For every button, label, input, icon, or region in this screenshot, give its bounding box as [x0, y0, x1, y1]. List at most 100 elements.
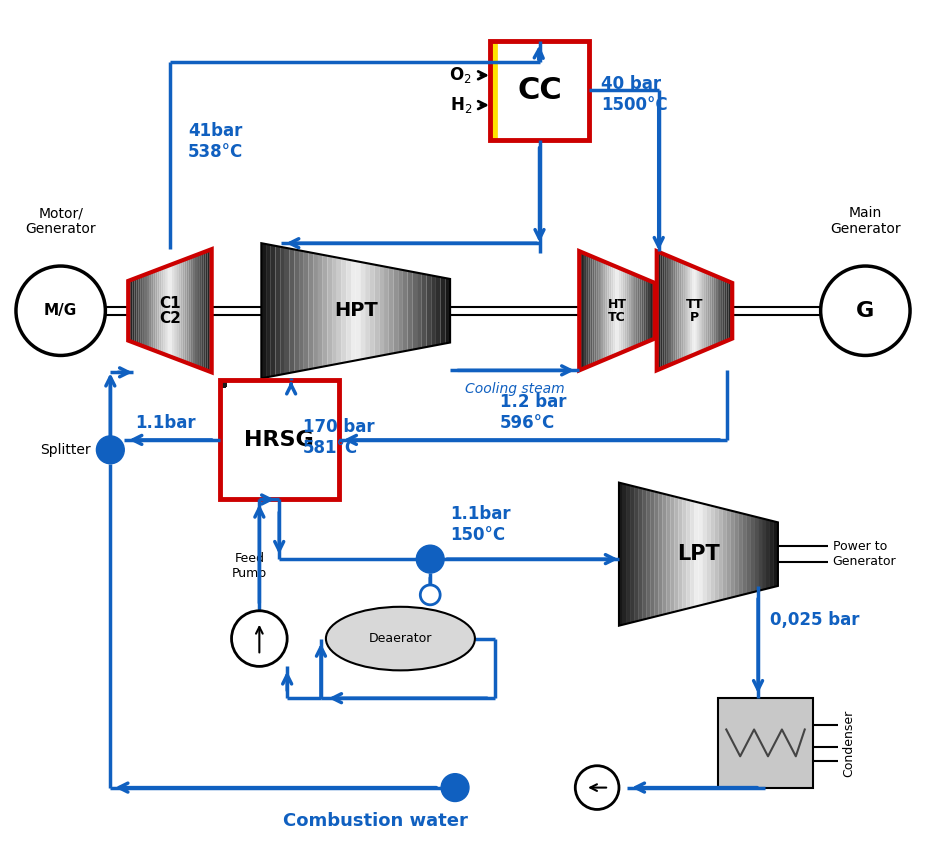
Bar: [491, 41, 495, 140]
Bar: [221, 381, 223, 385]
Bar: [222, 380, 225, 384]
Bar: [222, 382, 224, 385]
Bar: [220, 380, 223, 383]
Bar: [221, 381, 223, 384]
Bar: [221, 380, 223, 384]
Bar: [220, 381, 222, 384]
Bar: [220, 383, 223, 386]
Bar: [222, 383, 225, 385]
Polygon shape: [318, 254, 323, 368]
Bar: [222, 381, 224, 384]
Bar: [222, 383, 225, 386]
Bar: [220, 381, 222, 385]
Bar: [222, 383, 225, 385]
Bar: [222, 380, 225, 383]
Bar: [220, 381, 223, 385]
Bar: [221, 380, 223, 383]
Bar: [222, 383, 224, 386]
Bar: [220, 382, 223, 385]
Bar: [222, 382, 224, 385]
Bar: [221, 383, 224, 385]
Bar: [222, 383, 224, 385]
Polygon shape: [635, 275, 637, 346]
Bar: [221, 381, 223, 385]
Bar: [221, 383, 223, 386]
Bar: [221, 381, 223, 385]
Bar: [221, 380, 223, 383]
Bar: [222, 381, 225, 385]
Bar: [222, 381, 225, 384]
Bar: [221, 383, 223, 386]
Bar: [221, 383, 223, 385]
Bar: [220, 381, 223, 385]
Bar: [221, 383, 223, 385]
Bar: [222, 382, 224, 385]
Bar: [220, 381, 222, 384]
Bar: [222, 381, 224, 384]
Polygon shape: [289, 248, 294, 373]
Bar: [222, 383, 225, 386]
Bar: [221, 380, 224, 384]
Bar: [220, 383, 223, 385]
Bar: [220, 383, 222, 385]
Bar: [221, 381, 223, 384]
Bar: [222, 380, 225, 383]
Bar: [220, 383, 222, 386]
Bar: [221, 383, 223, 385]
Bar: [221, 382, 224, 385]
Polygon shape: [440, 277, 445, 345]
Bar: [221, 383, 223, 386]
Bar: [221, 380, 223, 384]
Bar: [221, 381, 223, 385]
Text: CC: CC: [516, 75, 561, 105]
Bar: [220, 381, 223, 384]
Bar: [221, 380, 223, 383]
Bar: [221, 383, 223, 385]
Bar: [222, 380, 224, 384]
Bar: [222, 382, 224, 385]
Bar: [222, 383, 225, 385]
Bar: [221, 380, 223, 384]
Bar: [221, 380, 223, 384]
Bar: [221, 380, 223, 383]
Bar: [221, 381, 224, 385]
Polygon shape: [141, 275, 143, 346]
Bar: [221, 382, 224, 385]
Bar: [222, 380, 225, 384]
Bar: [220, 383, 222, 386]
Bar: [222, 381, 224, 385]
Bar: [220, 383, 222, 385]
Bar: [220, 381, 222, 384]
Polygon shape: [629, 273, 631, 349]
Bar: [222, 381, 224, 385]
Bar: [221, 383, 223, 385]
Circle shape: [440, 773, 468, 801]
Bar: [220, 382, 223, 385]
Bar: [220, 380, 223, 384]
Bar: [220, 382, 223, 385]
Bar: [220, 381, 222, 384]
Bar: [222, 383, 225, 386]
Bar: [222, 382, 224, 385]
Bar: [220, 382, 222, 385]
Bar: [222, 381, 224, 384]
Bar: [222, 380, 224, 384]
Bar: [221, 381, 223, 385]
Bar: [222, 381, 224, 384]
Bar: [222, 382, 225, 385]
Bar: [222, 381, 225, 385]
Bar: [222, 381, 224, 385]
Bar: [221, 383, 223, 385]
Bar: [222, 381, 224, 385]
Bar: [221, 380, 223, 384]
Bar: [220, 381, 222, 385]
Bar: [222, 382, 224, 385]
Bar: [221, 383, 223, 385]
Bar: [222, 381, 225, 384]
Bar: [222, 381, 225, 384]
Bar: [221, 382, 223, 385]
Bar: [222, 381, 225, 385]
Bar: [222, 383, 224, 385]
Bar: [222, 382, 224, 385]
Bar: [220, 382, 223, 385]
